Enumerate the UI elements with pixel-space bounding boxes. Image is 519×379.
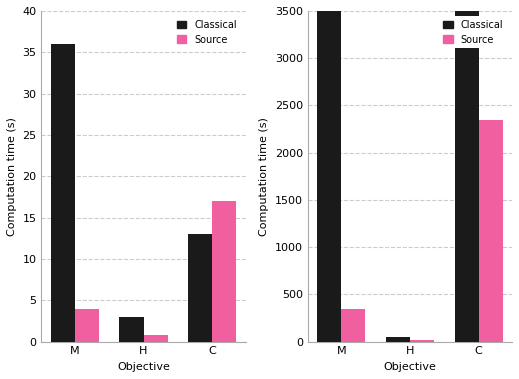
Legend: Classical, Source: Classical, Source	[439, 16, 507, 49]
Y-axis label: Computation time (s): Computation time (s)	[7, 117, 17, 236]
Legend: Classical, Source: Classical, Source	[173, 16, 241, 49]
Bar	[212, 201, 236, 341]
Bar	[455, 2, 479, 341]
X-axis label: Objective: Objective	[117, 362, 170, 372]
Bar	[75, 309, 99, 341]
Bar	[410, 340, 434, 341]
Bar	[342, 309, 365, 341]
Bar	[144, 335, 168, 341]
Bar	[317, 2, 342, 341]
Bar	[386, 337, 410, 341]
Y-axis label: Computation time (s): Computation time (s)	[260, 117, 269, 236]
Bar	[479, 120, 503, 341]
Bar	[119, 317, 144, 341]
Bar	[188, 234, 212, 341]
Bar	[51, 44, 75, 341]
X-axis label: Objective: Objective	[384, 362, 436, 372]
